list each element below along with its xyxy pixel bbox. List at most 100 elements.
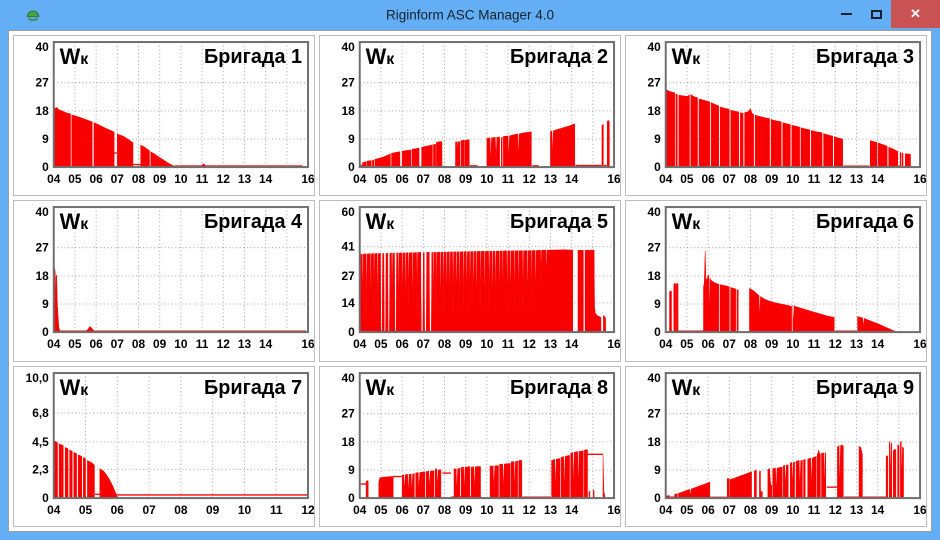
svg-text:10: 10 (174, 172, 188, 186)
svg-text:06: 06 (701, 337, 715, 351)
svg-text:40: 40 (36, 205, 50, 219)
svg-text:10,0: 10,0 (26, 371, 50, 385)
svg-text:09: 09 (153, 172, 167, 186)
svg-text:Бригада 7: Бригада 7 (204, 377, 302, 399)
svg-text:0: 0 (348, 491, 355, 505)
svg-text:18: 18 (342, 434, 356, 448)
chart-svg-brigada-7: 0 2,3 4,5 6,8 10,0 04 05 06 07 08 09 10 11 12 Wк Бригад… (26, 371, 314, 517)
svg-text:Бригада 8: Бригада 8 (510, 377, 608, 399)
svg-text:13: 13 (544, 503, 558, 517)
maximize-button[interactable] (861, 0, 891, 28)
svg-text:14: 14 (871, 172, 885, 186)
chart-panel-brigada-1[interactable]: 0 9 18 27 40 04 05 06 07 08 09 10 11 12 13 14 16 Wк Бригад… (13, 35, 315, 197)
svg-text:08: 08 (438, 503, 452, 517)
close-button[interactable]: ✕ (891, 0, 940, 28)
svg-text:27: 27 (342, 269, 356, 283)
chart-panel-brigada-8[interactable]: 0 9 18 27 40 04 05 06 07 08 09 10 11 12 13 14 16 Wк Бригад… (319, 365, 621, 527)
svg-text:0: 0 (348, 325, 355, 339)
maximize-icon (870, 9, 882, 19)
svg-text:18: 18 (648, 434, 662, 448)
svg-text:40: 40 (648, 40, 662, 54)
svg-text:27: 27 (36, 241, 50, 255)
svg-text:07: 07 (417, 172, 431, 186)
titlebar[interactable]: Riginform ASC Manager 4.0 ✕ (0, 0, 940, 30)
chart-panel-brigada-6[interactable]: 0 9 18 27 40 04 05 06 07 08 09 10 11 12 13 14 16 Wк Бригад… (625, 200, 927, 362)
svg-text:04: 04 (353, 337, 367, 351)
svg-text:9: 9 (42, 132, 49, 146)
svg-text:05: 05 (68, 172, 82, 186)
minimize-button[interactable] (831, 0, 861, 28)
svg-text:04: 04 (47, 503, 61, 517)
svg-text:12: 12 (217, 172, 231, 186)
svg-text:0: 0 (654, 491, 661, 505)
svg-text:11: 11 (502, 337, 515, 351)
svg-text:16: 16 (607, 172, 620, 186)
svg-text:12: 12 (523, 337, 537, 351)
svg-text:41: 41 (342, 240, 356, 254)
svg-text:0: 0 (654, 160, 661, 174)
svg-text:16: 16 (607, 503, 620, 517)
chart-panel-brigada-7[interactable]: 0 2,3 4,5 6,8 10,0 04 05 06 07 08 09 10 11 12 Wк Бригад… (13, 365, 315, 527)
svg-text:18: 18 (36, 104, 50, 118)
svg-text:40: 40 (342, 371, 356, 385)
svg-text:12: 12 (523, 172, 537, 186)
svg-text:40: 40 (648, 371, 662, 385)
svg-text:18: 18 (342, 104, 356, 118)
svg-text:9: 9 (348, 132, 355, 146)
svg-text:11: 11 (270, 503, 283, 517)
svg-text:16: 16 (913, 337, 926, 351)
chart-panel-brigada-2[interactable]: 0 9 18 27 40 04 05 06 07 08 09 10 11 12 13 14 16 Wк Бригад… (319, 35, 621, 197)
svg-text:10: 10 (480, 503, 494, 517)
svg-text:11: 11 (808, 172, 821, 186)
svg-text:40: 40 (648, 205, 662, 219)
svg-text:Бригада 3: Бригада 3 (816, 46, 914, 68)
svg-text:11: 11 (196, 172, 209, 186)
svg-text:11: 11 (808, 337, 821, 351)
svg-text:Wк: Wк (366, 209, 396, 234)
svg-text:05: 05 (680, 172, 694, 186)
svg-text:10: 10 (174, 337, 188, 351)
window-title: Riginform ASC Manager 4.0 (385, 7, 555, 23)
chart-panel-brigada-5[interactable]: 0 14 27 41 60 04 05 06 07 08 09 10 11 12 13 14 16 Wк Брига… (319, 200, 621, 362)
svg-text:06: 06 (89, 337, 103, 351)
svg-text:16: 16 (301, 172, 314, 186)
svg-text:18: 18 (648, 104, 662, 118)
svg-text:14: 14 (565, 172, 579, 186)
svg-text:Бригада 2: Бригада 2 (510, 46, 608, 68)
svg-text:60: 60 (342, 205, 356, 219)
chart-panel-brigada-4[interactable]: 0 9 18 27 40 04 05 06 07 08 09 10 11 12 13 14 16 Wк Бригад… (13, 200, 315, 362)
svg-text:Бригада 9: Бригада 9 (816, 377, 914, 399)
svg-text:05: 05 (374, 503, 388, 517)
svg-text:14: 14 (259, 337, 273, 351)
svg-text:07: 07 (142, 503, 156, 517)
svg-text:08: 08 (744, 172, 758, 186)
svg-text:14: 14 (871, 503, 885, 517)
svg-text:18: 18 (648, 269, 662, 283)
chart-panel-brigada-3[interactable]: 0 9 18 27 40 04 05 06 07 08 09 10 11 12 13 14 16 Wк Бригад… (625, 35, 927, 197)
svg-text:11: 11 (196, 337, 209, 351)
svg-text:07: 07 (723, 337, 737, 351)
svg-text:14: 14 (259, 172, 273, 186)
svg-text:13: 13 (238, 337, 252, 351)
svg-text:08: 08 (438, 172, 452, 186)
svg-text:12: 12 (523, 503, 537, 517)
svg-text:05: 05 (374, 172, 388, 186)
charts-grid: 0 9 18 27 40 04 05 06 07 08 09 10 11 12 13 14 16 Wк Бригад… (8, 30, 932, 532)
chart-panel-brigada-9[interactable]: 0 9 18 27 40 04 05 06 07 08 09 10 11 12 13 14 16 Wк Бригад… (625, 365, 927, 527)
svg-text:18: 18 (36, 269, 50, 283)
svg-text:2,3: 2,3 (32, 462, 49, 476)
helmet-icon[interactable] (24, 6, 42, 24)
svg-text:Wк: Wк (672, 44, 702, 69)
svg-text:14: 14 (565, 337, 579, 351)
svg-text:40: 40 (342, 40, 356, 54)
svg-text:10: 10 (786, 337, 800, 351)
svg-text:04: 04 (353, 503, 367, 517)
svg-text:27: 27 (342, 76, 356, 90)
svg-text:27: 27 (648, 241, 662, 255)
svg-text:05: 05 (680, 337, 694, 351)
